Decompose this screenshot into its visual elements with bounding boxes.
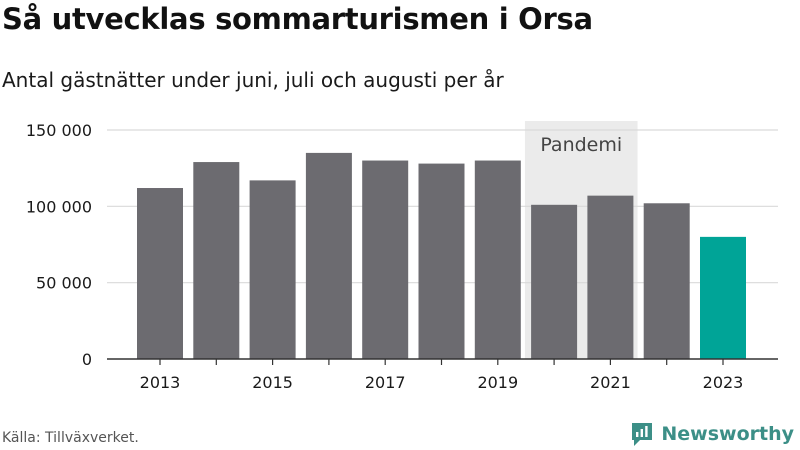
bar-highlight — [700, 236, 746, 359]
bar — [643, 203, 690, 359]
x-tick-label: 2021 — [590, 373, 631, 392]
bar — [587, 195, 634, 359]
y-tick-label: 150 000 — [26, 121, 92, 140]
chart-title: Så utvecklas sommarturismen i Orsa — [2, 2, 593, 36]
brand-name: Newsworthy — [661, 423, 794, 445]
bar — [249, 180, 296, 359]
bar — [474, 160, 521, 359]
bar — [193, 162, 240, 359]
bar-chart: Pandemi 0 50 000 100 000 150 000 2013 2015 2017… — [26, 121, 778, 392]
bar — [305, 152, 352, 359]
bar — [531, 204, 578, 359]
bar — [137, 188, 183, 359]
annotation-label: Pandemi — [540, 134, 622, 156]
bar — [418, 163, 465, 359]
x-tick-label: 2015 — [252, 373, 293, 392]
chart-subtitle: Antal gästnätter under juni, juli och au… — [2, 68, 504, 92]
newsworthy-logo-icon — [632, 423, 653, 446]
y-tick-label: 0 — [82, 350, 92, 369]
x-tick-label: 2013 — [140, 373, 181, 392]
source-note: Källa: Tillväxverket. — [2, 430, 139, 446]
brand-logo: Newsworthy — [630, 421, 794, 447]
bar — [362, 160, 409, 359]
x-tick-label: 2019 — [477, 373, 518, 392]
x-tick-label: 2017 — [365, 373, 406, 392]
x-tick-label: 2023 — [703, 373, 744, 392]
y-tick-label: 100 000 — [26, 197, 92, 216]
y-tick-label: 50 000 — [36, 274, 92, 293]
